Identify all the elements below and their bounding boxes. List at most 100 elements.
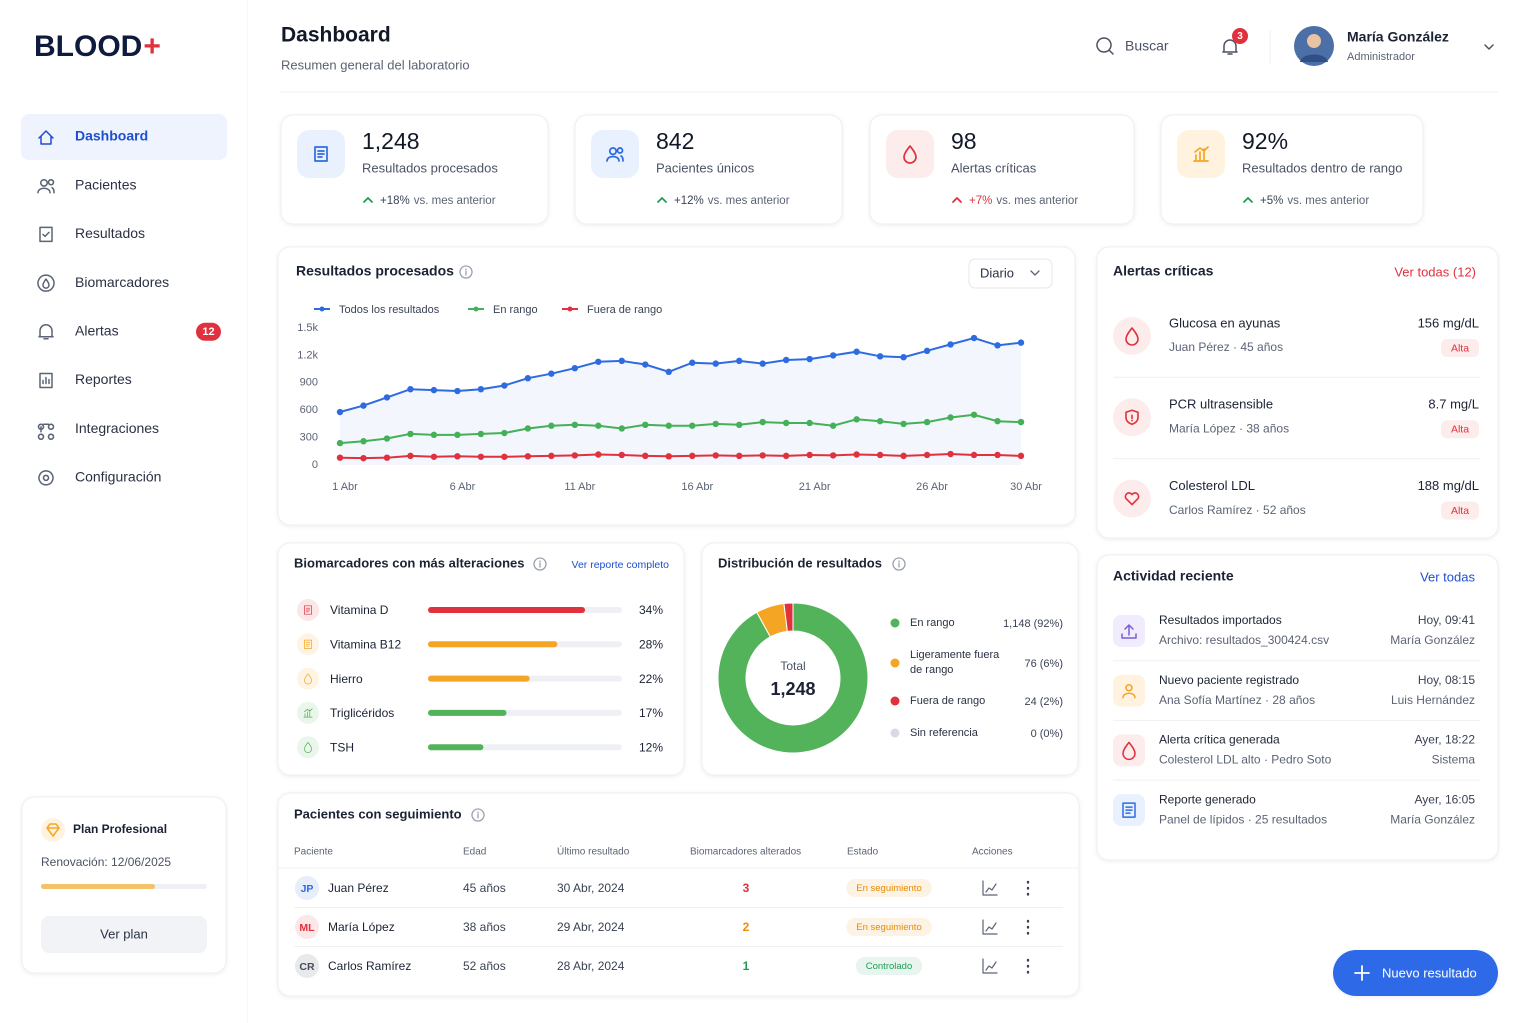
point (360, 438, 367, 445)
point (829, 422, 837, 429)
panel-title: Alertas críticas (1113, 263, 1214, 279)
y-tick-label: 0 (312, 459, 318, 471)
icon (1125, 327, 1139, 346)
bar-value: 22% (639, 672, 663, 686)
alert-name[interactable]: PCR ultrasensible (1169, 397, 1273, 412)
status-label: En seguimiento (856, 883, 921, 894)
point (712, 452, 719, 459)
plan-button[interactable] (41, 916, 207, 953)
action-chart[interactable] (982, 919, 998, 935)
stat-note: vs. mes anterior (996, 195, 1078, 207)
x-tick-label: 6 Abr (450, 481, 476, 493)
period-select[interactable] (968, 258, 1053, 289)
legend-dot (890, 696, 900, 706)
point (407, 452, 414, 460)
y-tick-label: 300 (300, 432, 318, 444)
activity-time: Ayer, 18:22 (1415, 733, 1476, 747)
link[interactable]: Ver todas (1420, 569, 1475, 584)
nav-item[interactable]: Biomarcadores (75, 274, 169, 290)
point (736, 421, 743, 429)
nav-icon (37, 178, 55, 194)
nav-item[interactable]: Alertas (75, 323, 119, 339)
icon (1096, 37, 1114, 55)
stat-change: +7% (969, 195, 992, 207)
legend-label: En rango (493, 304, 538, 316)
line (339, 336, 1022, 413)
fab-label[interactable]: Nuevo resultado (1382, 965, 1477, 980)
status-pill (846, 879, 932, 897)
activity-icon-bg (1113, 734, 1145, 767)
card (1096, 554, 1499, 861)
bio-icon-bg (297, 701, 319, 724)
fab[interactable] (1333, 950, 1498, 996)
bar-label: Vitamina B12 (330, 637, 401, 651)
icon (1125, 409, 1139, 426)
search[interactable]: Buscar (1125, 38, 1169, 54)
legend-dot (890, 658, 900, 668)
bar (428, 675, 530, 682)
icon (1030, 270, 1040, 276)
nav-icon (37, 423, 55, 440)
level-pill (1441, 420, 1479, 439)
trend-arrow (363, 197, 373, 203)
level-pill (1441, 339, 1479, 357)
slice (783, 602, 794, 632)
avatar-body (1300, 54, 1328, 62)
link[interactable]: Ver todas (12) (1394, 264, 1476, 279)
point (430, 431, 438, 439)
point (571, 452, 579, 459)
patient-initials: ML (299, 922, 315, 934)
action-chart[interactable] (982, 880, 998, 896)
patient-name[interactable]: Juan Pérez (328, 881, 389, 895)
alert-name[interactable]: Glucosa en ayunas (1169, 315, 1281, 330)
x-tick-label: 11 Abr (564, 481, 595, 493)
point (782, 452, 790, 460)
nav-item[interactable]: Integraciones (75, 420, 159, 436)
point (994, 342, 1001, 349)
point (923, 451, 931, 459)
nav-item[interactable]: Resultados (75, 225, 145, 241)
table-title: Pacientes con seguimiento (294, 806, 462, 821)
patient-avatar (295, 915, 319, 939)
activity-user: Luis Hernández (1391, 693, 1475, 707)
nav-item[interactable]: Configuración (75, 469, 161, 485)
nav-active[interactable] (21, 114, 227, 160)
bar-label: Vitamina D (330, 603, 389, 617)
point (454, 453, 461, 460)
period-label[interactable]: Diario (980, 265, 1014, 280)
notifications (1222, 39, 1238, 55)
patient-avatar (295, 954, 319, 978)
alert-icon-bg (1113, 317, 1151, 355)
point (618, 425, 625, 432)
patient-last-result: 29 Abr, 2024 (557, 920, 625, 934)
column-header: Estado (847, 847, 879, 858)
activity-title: Nuevo paciente registrado (1159, 673, 1299, 687)
alert-patient: María López · 38 años (1169, 421, 1289, 435)
point (524, 375, 532, 382)
alert-name[interactable]: Colesterol LDL (1169, 478, 1255, 493)
point (548, 370, 555, 377)
action-chart[interactable] (982, 958, 998, 974)
nav-item[interactable]: Reportes (75, 371, 132, 387)
card (701, 542, 1079, 776)
point (829, 452, 837, 459)
nav-item[interactable]: Dashboard (75, 128, 148, 144)
plan-button-label[interactable]: Ver plan (100, 926, 148, 941)
patient-age: 45 años (463, 881, 506, 895)
nav-item[interactable]: Pacientes (75, 176, 136, 192)
point (923, 347, 931, 355)
patient-name[interactable]: Carlos Ramírez (328, 959, 411, 973)
bar (428, 607, 586, 613)
link[interactable]: Ver reporte completo (572, 559, 670, 571)
card (277, 792, 1080, 997)
alert-icon-bg (1113, 479, 1151, 518)
point (618, 357, 625, 365)
legend-dot (890, 618, 900, 628)
patient-name[interactable]: María López (328, 920, 395, 934)
point (900, 452, 907, 460)
card (1160, 114, 1424, 225)
y-tick-label: 900 (300, 377, 318, 389)
point (454, 387, 461, 395)
page-title: Dashboard (281, 24, 391, 47)
